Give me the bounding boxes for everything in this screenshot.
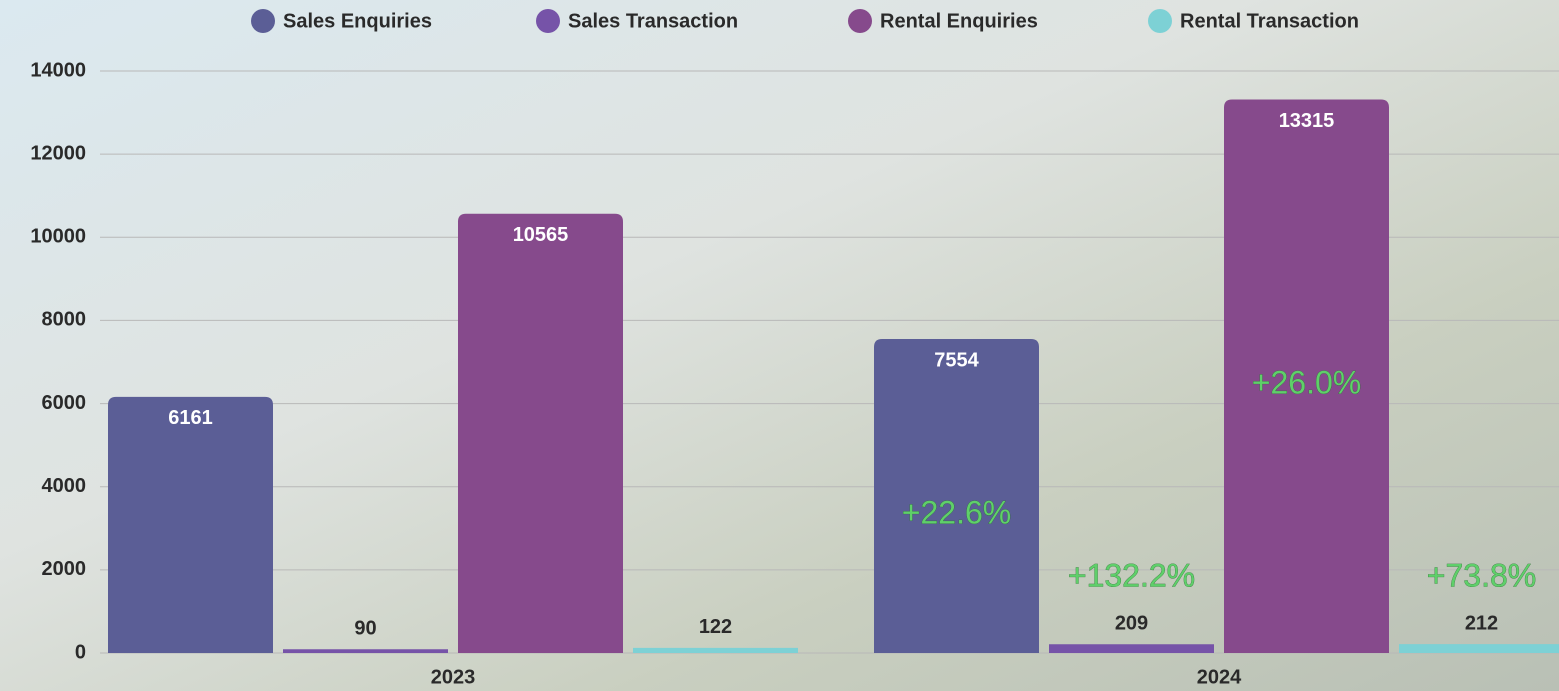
change-annotation: +26.0% [1252,364,1361,400]
y-tick-label: 8000 [42,309,87,331]
change-annotation: +22.6% [902,494,1011,530]
bar [283,649,448,653]
legend-label: Rental Enquiries [880,10,1038,32]
bar [108,396,273,653]
legend-swatch [536,9,560,33]
y-tick-label: 12000 [30,142,86,164]
value-label: 209 [1115,613,1148,635]
y-tick-label: 6000 [42,392,87,414]
legend-label: Sales Enquiries [283,10,432,32]
value-label: 13315 [1279,110,1335,132]
x-tick-label: 2024 [1197,666,1242,688]
value-label: 7554 [934,349,979,371]
value-label: 10565 [513,224,569,246]
legend-swatch [251,9,275,33]
value-label: 90 [354,618,376,640]
value-label: 6161 [168,407,213,429]
legend-swatch [1148,9,1172,33]
bar [1049,644,1214,653]
bar [1399,644,1559,653]
bar [874,338,1039,653]
value-label: 122 [699,616,732,638]
bar [633,647,798,653]
change-annotation: +132.2% [1068,557,1195,593]
y-tick-label: 14000 [30,59,86,81]
y-tick-label: 10000 [30,226,86,248]
legend-label: Rental Transaction [1180,10,1359,32]
legend-swatch [848,9,872,33]
y-tick-label: 4000 [42,475,87,497]
bar [458,213,623,653]
y-tick-label: 2000 [42,558,87,580]
bar [1224,99,1389,653]
legend-label: Sales Transaction [568,10,738,32]
value-label: 212 [1465,612,1498,634]
change-annotation: +73.8% [1427,557,1536,593]
x-tick-label: 2023 [431,666,476,688]
y-tick-label: 0 [75,641,86,663]
